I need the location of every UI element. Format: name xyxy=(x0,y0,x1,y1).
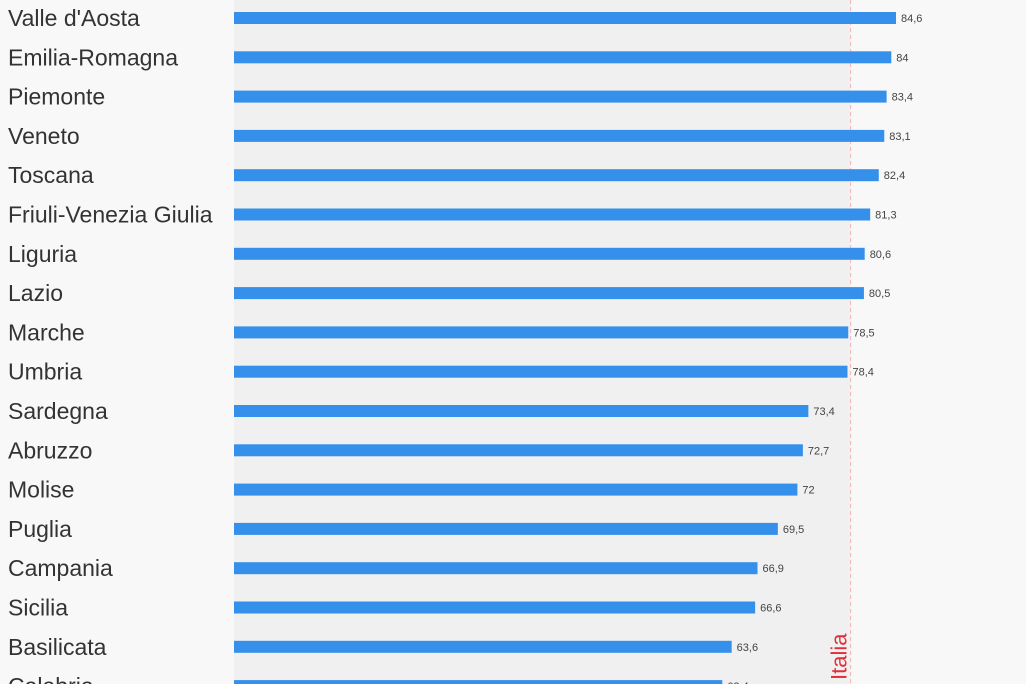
category-label: Valle d'Aosta xyxy=(8,5,140,31)
category-label: Basilicata xyxy=(8,634,107,660)
category-label: Veneto xyxy=(8,123,80,149)
bar xyxy=(234,129,885,142)
bar xyxy=(234,90,887,103)
bar xyxy=(234,169,879,182)
bar xyxy=(234,522,778,535)
value-label: 84 xyxy=(896,52,908,64)
category-label: Sardegna xyxy=(8,398,108,424)
value-label: 63,6 xyxy=(737,642,758,654)
value-label: 80,5 xyxy=(869,288,890,300)
value-label: 80,6 xyxy=(870,249,891,261)
value-label: 72,7 xyxy=(808,445,829,457)
value-label: 69,5 xyxy=(783,524,804,536)
value-label: 83,4 xyxy=(892,92,913,104)
bar xyxy=(234,326,849,339)
bar xyxy=(234,365,848,378)
value-label: 83,1 xyxy=(889,131,910,143)
bar xyxy=(234,247,865,260)
bar xyxy=(234,51,892,64)
category-label: Calabria xyxy=(8,673,94,684)
category-label: Abruzzo xyxy=(8,437,92,463)
bar xyxy=(234,680,723,684)
value-label: 82,4 xyxy=(884,170,905,182)
category-label: Liguria xyxy=(8,241,77,267)
bar xyxy=(234,208,871,221)
value-label: 81,3 xyxy=(875,210,896,222)
value-label: 84,6 xyxy=(901,13,922,25)
value-label: 78,4 xyxy=(852,367,873,379)
category-label: Friuli-Venezia Giulia xyxy=(8,202,213,228)
category-label: Molise xyxy=(8,477,74,503)
value-label: 73,4 xyxy=(813,406,834,418)
bar xyxy=(234,444,803,457)
category-label: Campania xyxy=(8,555,113,581)
category-label: Toscana xyxy=(8,162,94,188)
value-label: 66,9 xyxy=(762,563,783,575)
value-label: 78,5 xyxy=(853,327,874,339)
category-label: Umbria xyxy=(8,359,82,385)
category-label: Puglia xyxy=(8,516,72,542)
bar xyxy=(234,405,809,417)
value-label: 62,4 xyxy=(727,681,748,684)
value-label: 66,6 xyxy=(760,603,781,615)
bar xyxy=(234,12,896,24)
bar xyxy=(234,483,798,496)
category-label: Piemonte xyxy=(8,84,105,110)
bar xyxy=(234,601,756,614)
bar xyxy=(234,287,864,300)
category-label: Emilia-Romagna xyxy=(8,44,178,70)
value-label: 72 xyxy=(802,485,814,497)
reference-line-label: Italia xyxy=(827,633,852,680)
category-label: Marche xyxy=(8,319,85,345)
category-label: Lazio xyxy=(8,280,63,306)
bar xyxy=(234,640,732,653)
bar xyxy=(234,562,758,575)
category-label: Sicilia xyxy=(8,595,68,621)
